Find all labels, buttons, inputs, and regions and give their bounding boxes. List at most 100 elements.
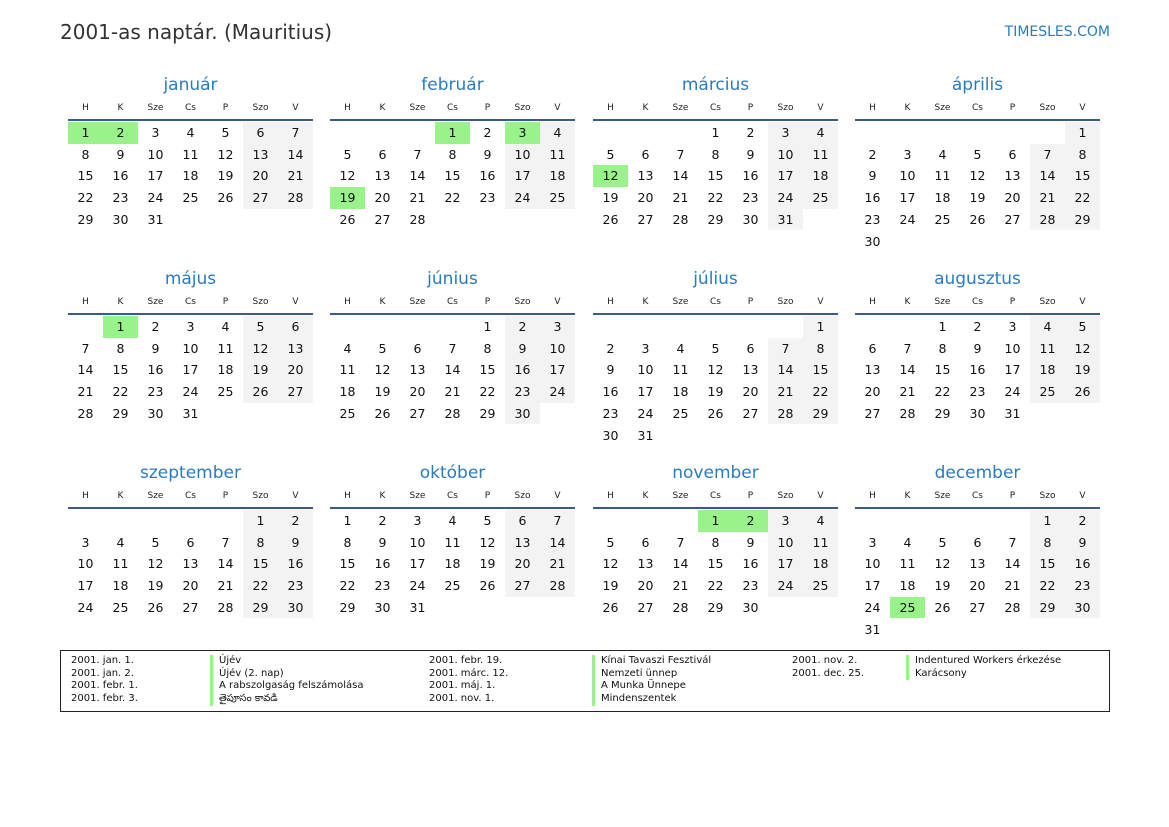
day-cell: 30 [602,427,619,443]
month-name: május [164,269,217,289]
day-cell: 21 [217,578,234,594]
day-cell: 20 [1004,190,1021,206]
brand-link[interactable]: TIMESLES.COM [1004,24,1110,40]
month-name: december [934,463,1021,483]
day-cell: 17 [637,384,654,400]
legend-date: 2001. nov. 2. [792,655,858,666]
day-cell: 25 [672,405,689,421]
weekday-label: P [484,491,491,501]
weekday-label: V [1079,103,1086,113]
day-cell: 23 [374,578,391,594]
day-cell: 29 [934,405,951,421]
day-cell: 16 [112,168,129,184]
weekday-label: K [904,491,911,501]
day-cell: 3 [540,316,575,338]
day-cell: 7 [1030,143,1065,166]
day-cell: 20 [742,384,759,400]
weekday-label: Sze [934,491,951,501]
month-9: szeptember H K Sze Cs P Szo V 1 2 3 4 5 6 7 8 9 10 11 12 13 1… [68,461,313,619]
day-cell: 21 [1030,187,1065,209]
day-cell: 14 [672,168,689,184]
day-cell: 13 [1004,168,1021,184]
weekday-label: K [642,297,649,307]
day-cell: 16 [969,362,986,378]
day-cell: 9 [868,168,877,184]
weekday-label: P [222,103,229,113]
day-cell: 8 [81,146,90,162]
day-cell: 30 [374,599,391,615]
legend-date: 2001. máj. 1. [429,680,496,692]
day-cell: 11 [182,146,199,162]
day-cell: 9 [973,340,982,356]
weekday-label: P [747,297,754,307]
day-cell: 29 [707,599,724,615]
day-cell: 28 [672,599,689,615]
weekday-label: V [292,297,299,307]
weekday-label: H [607,491,614,501]
day-cell: 24 [540,381,575,403]
day-cell: 26 [602,211,619,227]
weekday-label: V [817,297,824,307]
weekday-label: Szo [514,103,531,113]
day-cell: 24 [147,190,164,206]
day-cell: 3 [768,510,803,532]
day-cell: 19 [602,578,619,594]
day-cell: 5 [711,340,720,356]
day-cell: 12 [602,556,619,572]
day-cell: 13 [409,362,426,378]
day-cell: 15 [707,168,724,184]
day-cell: 6 [973,534,982,550]
day-cell: 16 [278,553,313,576]
month-name: április [951,75,1004,95]
page-title: 2001-as naptár. (Mauritius) [60,20,333,44]
weekday-label: H [869,103,876,113]
day-cell: 24 [1004,384,1021,400]
weekday-label: H [344,297,351,307]
legend-holiday-name: Indentured Workers érkezése [906,655,1061,668]
day-cell: 1 [483,319,492,334]
day-cell: 19 [147,578,164,594]
day-cell: 2 [1065,510,1100,532]
weekday-label: P [747,491,754,501]
day-cell: 23 [112,190,129,206]
legend-holiday-name: A rabszolgaság felszámolása [210,680,363,694]
day-cell: 30 [278,596,313,619]
day-cell: 25 [803,575,838,597]
weekday-label: V [292,491,299,501]
weekday-label: P [484,297,491,307]
weekday-label: Sze [672,297,689,307]
day-cell: 8 [116,340,125,356]
day-cell: 2 [278,510,313,532]
day-cell: 3 [1008,319,1017,334]
month-name: július [693,269,738,289]
weekday-label: Cs [972,491,983,501]
day-cell: 26 [217,190,234,206]
day-cell: 22 [479,384,496,400]
day-cell: 24 [864,599,881,615]
day-cell: 2 [151,319,160,334]
day-cell: 10 [505,143,540,166]
month-name: március [681,75,750,95]
day-cell: 26 [147,599,164,615]
weekday-label: V [817,103,824,113]
day-cell: 14 [540,531,575,554]
day-cell: 6 [641,146,650,162]
day-cell: 7 [540,510,575,532]
day-cell: 4 [343,340,352,356]
day-cell: 13 [742,362,759,378]
day-cell: 6 [243,122,278,144]
day-cell: 17 [409,556,426,572]
day-cell: 14 [409,168,426,184]
holiday-day-cell: 1 [103,316,138,338]
month-name: augusztus [934,269,1021,289]
month-name: október [419,463,486,483]
weekday-label: Cs [710,297,721,307]
legend-holiday-name: తైపూసం కావడి [210,693,363,706]
day-cell: 18 [112,578,129,594]
weekday-header: H K Sze Cs P Szo V [855,291,1100,315]
holiday-day-cell: 2 [103,122,138,144]
day-cell: 2 [606,340,615,356]
weekday-header: H K Sze Cs P Szo V [593,97,838,121]
day-cell: 5 [1065,316,1100,338]
